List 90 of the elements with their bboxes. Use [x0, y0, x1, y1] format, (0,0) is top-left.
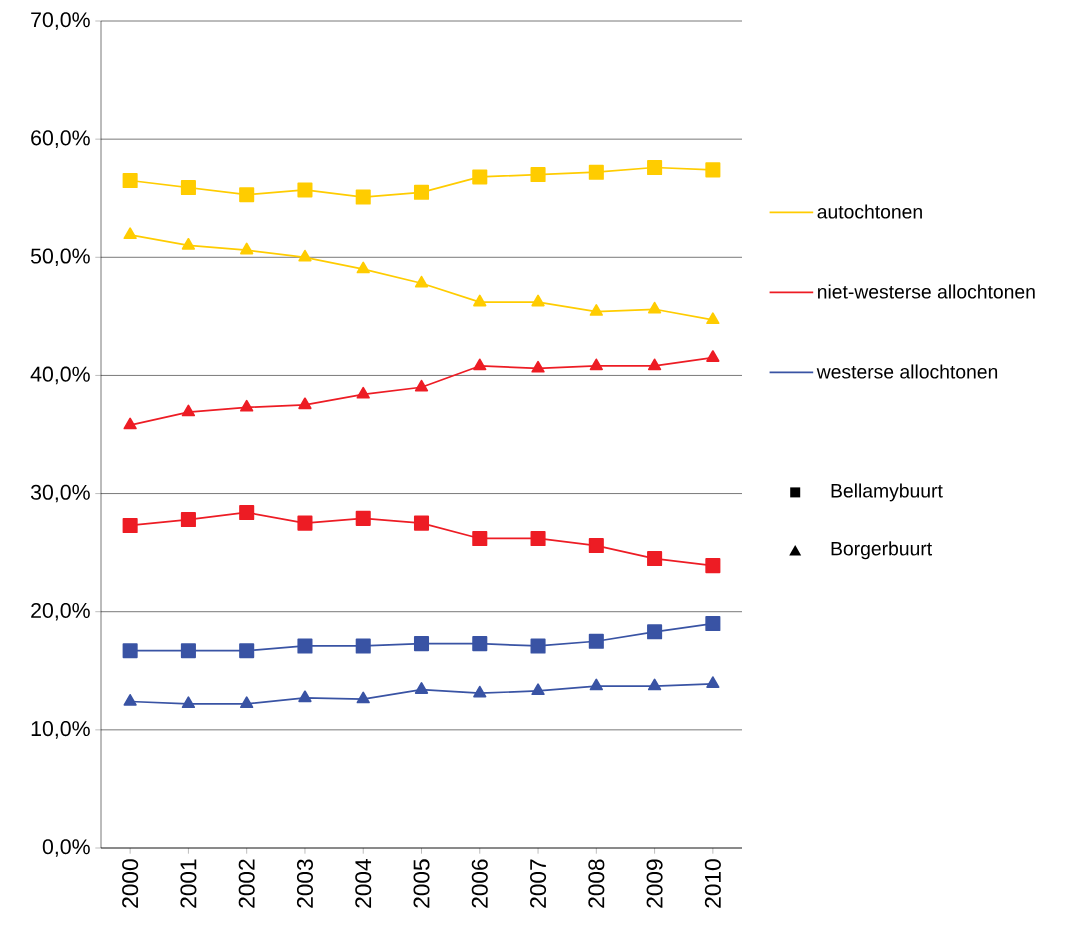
point — [473, 294, 487, 307]
x-tick-label: 2000 — [122, 859, 139, 908]
point — [122, 643, 138, 659]
x-tick-label: 2009 — [646, 859, 663, 908]
x-tick-label: 2010 — [704, 859, 721, 908]
point — [414, 682, 429, 694]
point — [298, 397, 312, 410]
point — [647, 301, 662, 314]
point — [123, 227, 137, 240]
point — [588, 538, 604, 554]
point — [181, 404, 196, 417]
point — [180, 180, 196, 196]
legend-label: autochtonen — [817, 204, 922, 219]
y-tick-label: 10,0% — [31, 721, 90, 739]
point — [589, 358, 603, 371]
x-tick-label: 2008 — [588, 859, 605, 908]
point — [647, 624, 663, 640]
point — [239, 187, 255, 203]
y-tick-label: 50,0% — [30, 248, 90, 267]
point — [706, 350, 720, 362]
point — [413, 636, 430, 652]
point — [647, 159, 663, 176]
y-tick-label: 20,0% — [31, 602, 90, 621]
point — [123, 693, 137, 706]
legend-label: niet-westerse allochtonen — [818, 284, 1035, 299]
point — [706, 312, 720, 325]
text: Bellamybuurt — [831, 483, 943, 502]
point — [240, 696, 254, 709]
point — [355, 638, 371, 654]
point — [180, 643, 196, 659]
point — [413, 184, 430, 200]
legend-label: westerse allochtonen — [816, 364, 998, 379]
point — [473, 685, 487, 698]
point — [122, 172, 138, 189]
point — [530, 167, 546, 183]
point — [122, 517, 138, 534]
point — [588, 633, 604, 649]
point — [647, 678, 662, 691]
x-tick-label: 2004 — [355, 859, 372, 908]
y-tick-label: 60,0% — [31, 130, 90, 148]
point — [355, 189, 371, 205]
point — [239, 504, 255, 521]
point — [240, 242, 254, 255]
x-tick-label: 2005 — [413, 859, 430, 908]
y-tick-label: 0,0% — [42, 839, 90, 857]
point — [647, 358, 662, 371]
y-tick-label: 40,0% — [30, 366, 90, 385]
point — [705, 615, 721, 632]
point — [706, 676, 720, 688]
point — [472, 636, 488, 652]
point — [531, 683, 545, 696]
x-tick-label: 2006 — [471, 859, 488, 908]
point — [531, 294, 545, 307]
point — [588, 164, 604, 180]
x-tick-label: 2002 — [238, 859, 255, 908]
y-tick-label: 70,0% — [31, 12, 90, 30]
point — [589, 678, 603, 691]
point — [297, 182, 313, 198]
point — [472, 169, 488, 185]
point — [181, 237, 196, 250]
point — [355, 510, 371, 526]
point — [705, 162, 721, 178]
point — [240, 399, 254, 412]
point — [356, 691, 370, 704]
x-tick-label: 2007 — [530, 859, 547, 908]
point — [181, 696, 196, 709]
point — [531, 360, 545, 373]
point — [472, 530, 488, 546]
point — [297, 638, 313, 654]
point — [473, 358, 487, 371]
point — [413, 515, 430, 531]
point — [647, 551, 663, 567]
point — [298, 249, 312, 262]
point — [530, 638, 546, 654]
point — [705, 558, 721, 574]
point — [123, 417, 137, 430]
point — [589, 304, 603, 316]
point — [414, 379, 429, 392]
point — [297, 515, 313, 531]
point — [239, 643, 255, 659]
point — [414, 275, 429, 288]
point — [356, 386, 370, 399]
text: Borgerbuurt — [831, 541, 932, 560]
x-tick-label: 2001 — [180, 859, 197, 908]
x-tick-label: 2003 — [296, 859, 313, 908]
y-tick-label: 30,0% — [30, 484, 90, 503]
point — [298, 690, 312, 703]
point — [530, 530, 546, 546]
point — [356, 261, 370, 274]
point — [180, 512, 196, 528]
